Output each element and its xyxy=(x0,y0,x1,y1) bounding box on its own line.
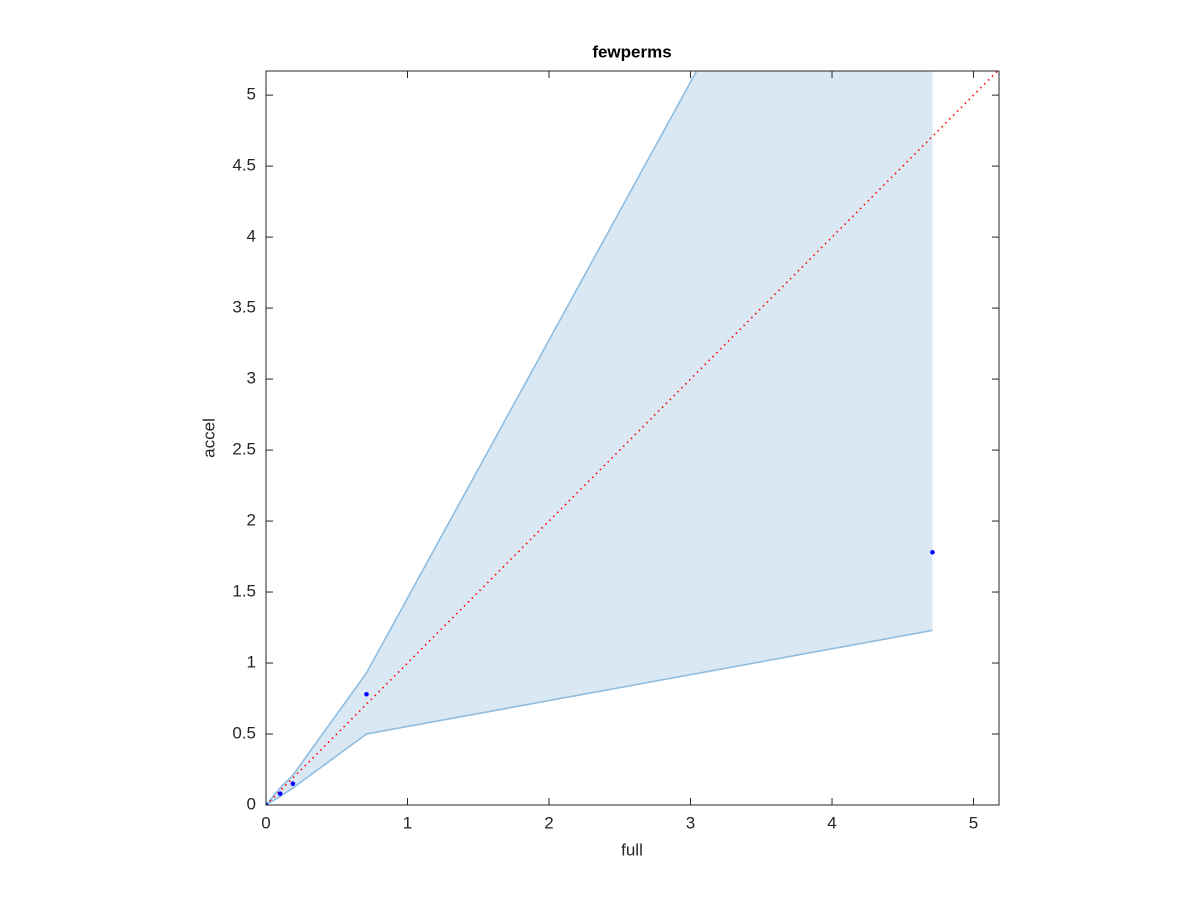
y-tick-label: 5 xyxy=(247,85,256,104)
band-lower-edge xyxy=(266,629,933,805)
confidence-band xyxy=(266,71,933,805)
y-tick-label: 1.5 xyxy=(232,582,256,601)
x-axis-label: full xyxy=(621,840,643,859)
data-point xyxy=(290,781,296,787)
y-tick-label: 3.5 xyxy=(232,298,256,317)
x-tick-label: 5 xyxy=(969,813,978,832)
y-tick-label: 0 xyxy=(247,794,256,813)
x-tick-label: 1 xyxy=(403,813,412,832)
plot-area xyxy=(266,71,999,805)
data-point xyxy=(930,549,935,555)
y-tick-label: 4.5 xyxy=(232,156,256,175)
data-point xyxy=(266,802,269,805)
x-tick-label: 0 xyxy=(261,813,270,832)
x-tick-label: 3 xyxy=(686,813,695,832)
diagonal-line xyxy=(266,71,999,805)
y-tick-label: 0.5 xyxy=(232,723,256,742)
x-tick-label: 2 xyxy=(544,813,553,832)
y-tick-label: 2.5 xyxy=(232,440,256,459)
x-tick-label: 4 xyxy=(827,813,836,832)
axes-box xyxy=(265,70,1000,806)
chart-title: fewperms xyxy=(592,42,671,61)
y-tick-label: 2 xyxy=(247,511,256,530)
y-tick-label: 4 xyxy=(247,227,256,246)
y-tick-label: 1 xyxy=(247,653,256,672)
data-point xyxy=(277,791,283,796)
y-axis-label: accel xyxy=(199,418,218,458)
y-tick-label: 3 xyxy=(247,369,256,388)
band-upper-edge xyxy=(266,71,698,805)
data-point xyxy=(364,691,369,697)
